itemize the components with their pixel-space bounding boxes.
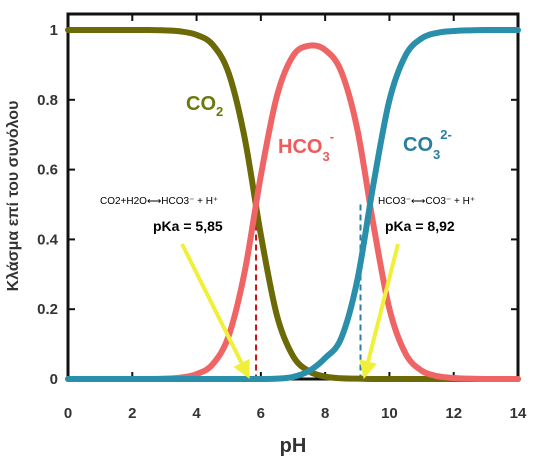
x-tick-label: 8 [321,405,329,422]
x-tick-label: 2 [128,405,136,422]
x-tick-label: 12 [445,405,462,422]
series-line-co3-2- [65,26,521,383]
y-tick-label: 1 [50,22,58,39]
pka-label-1: pKa = 5,85 [153,218,223,234]
y-tick-label: 0.2 [37,301,58,318]
equation-1: CO2+H2O⟷HCO3⁻ + H⁺ [100,196,218,207]
co3-label: CO32- [403,127,452,162]
co2-label: CO2 [186,93,223,119]
x-tick-label: 14 [510,405,527,422]
y-axis-ticks: 0 0.2 0.4 0.6 0.8 1 [37,22,518,388]
x-tick-label: 10 [381,405,398,422]
y-tick-label: 0.6 [37,162,58,179]
pka-arrow-shaft [366,243,400,363]
y-tick-label: 0.4 [37,231,59,248]
y-axis-title: Κλάσμα επί του συνόλου [5,101,22,292]
pka-arrow-head [359,359,377,379]
pka-arrows [180,243,400,379]
y-tick-label: 0.8 [37,92,58,109]
x-axis-title: pH [280,435,307,457]
pka-arrow-head [233,358,250,379]
series-curves [65,26,521,383]
pka-label-2: pKa = 8,92 [385,218,455,234]
x-tick-label: 0 [64,405,72,422]
x-tick-label: 4 [192,405,201,422]
y-tick-label: 0 [50,371,58,388]
hco3-label: HCO3- [278,129,334,164]
pka-arrow-shaft [180,243,244,364]
x-tick-label: 6 [257,405,265,422]
equation-2: HCO3⁻⟷CO3⁻ + H⁺ [378,196,475,207]
pka-lines [255,204,362,379]
series-line-hco3- [65,42,521,383]
